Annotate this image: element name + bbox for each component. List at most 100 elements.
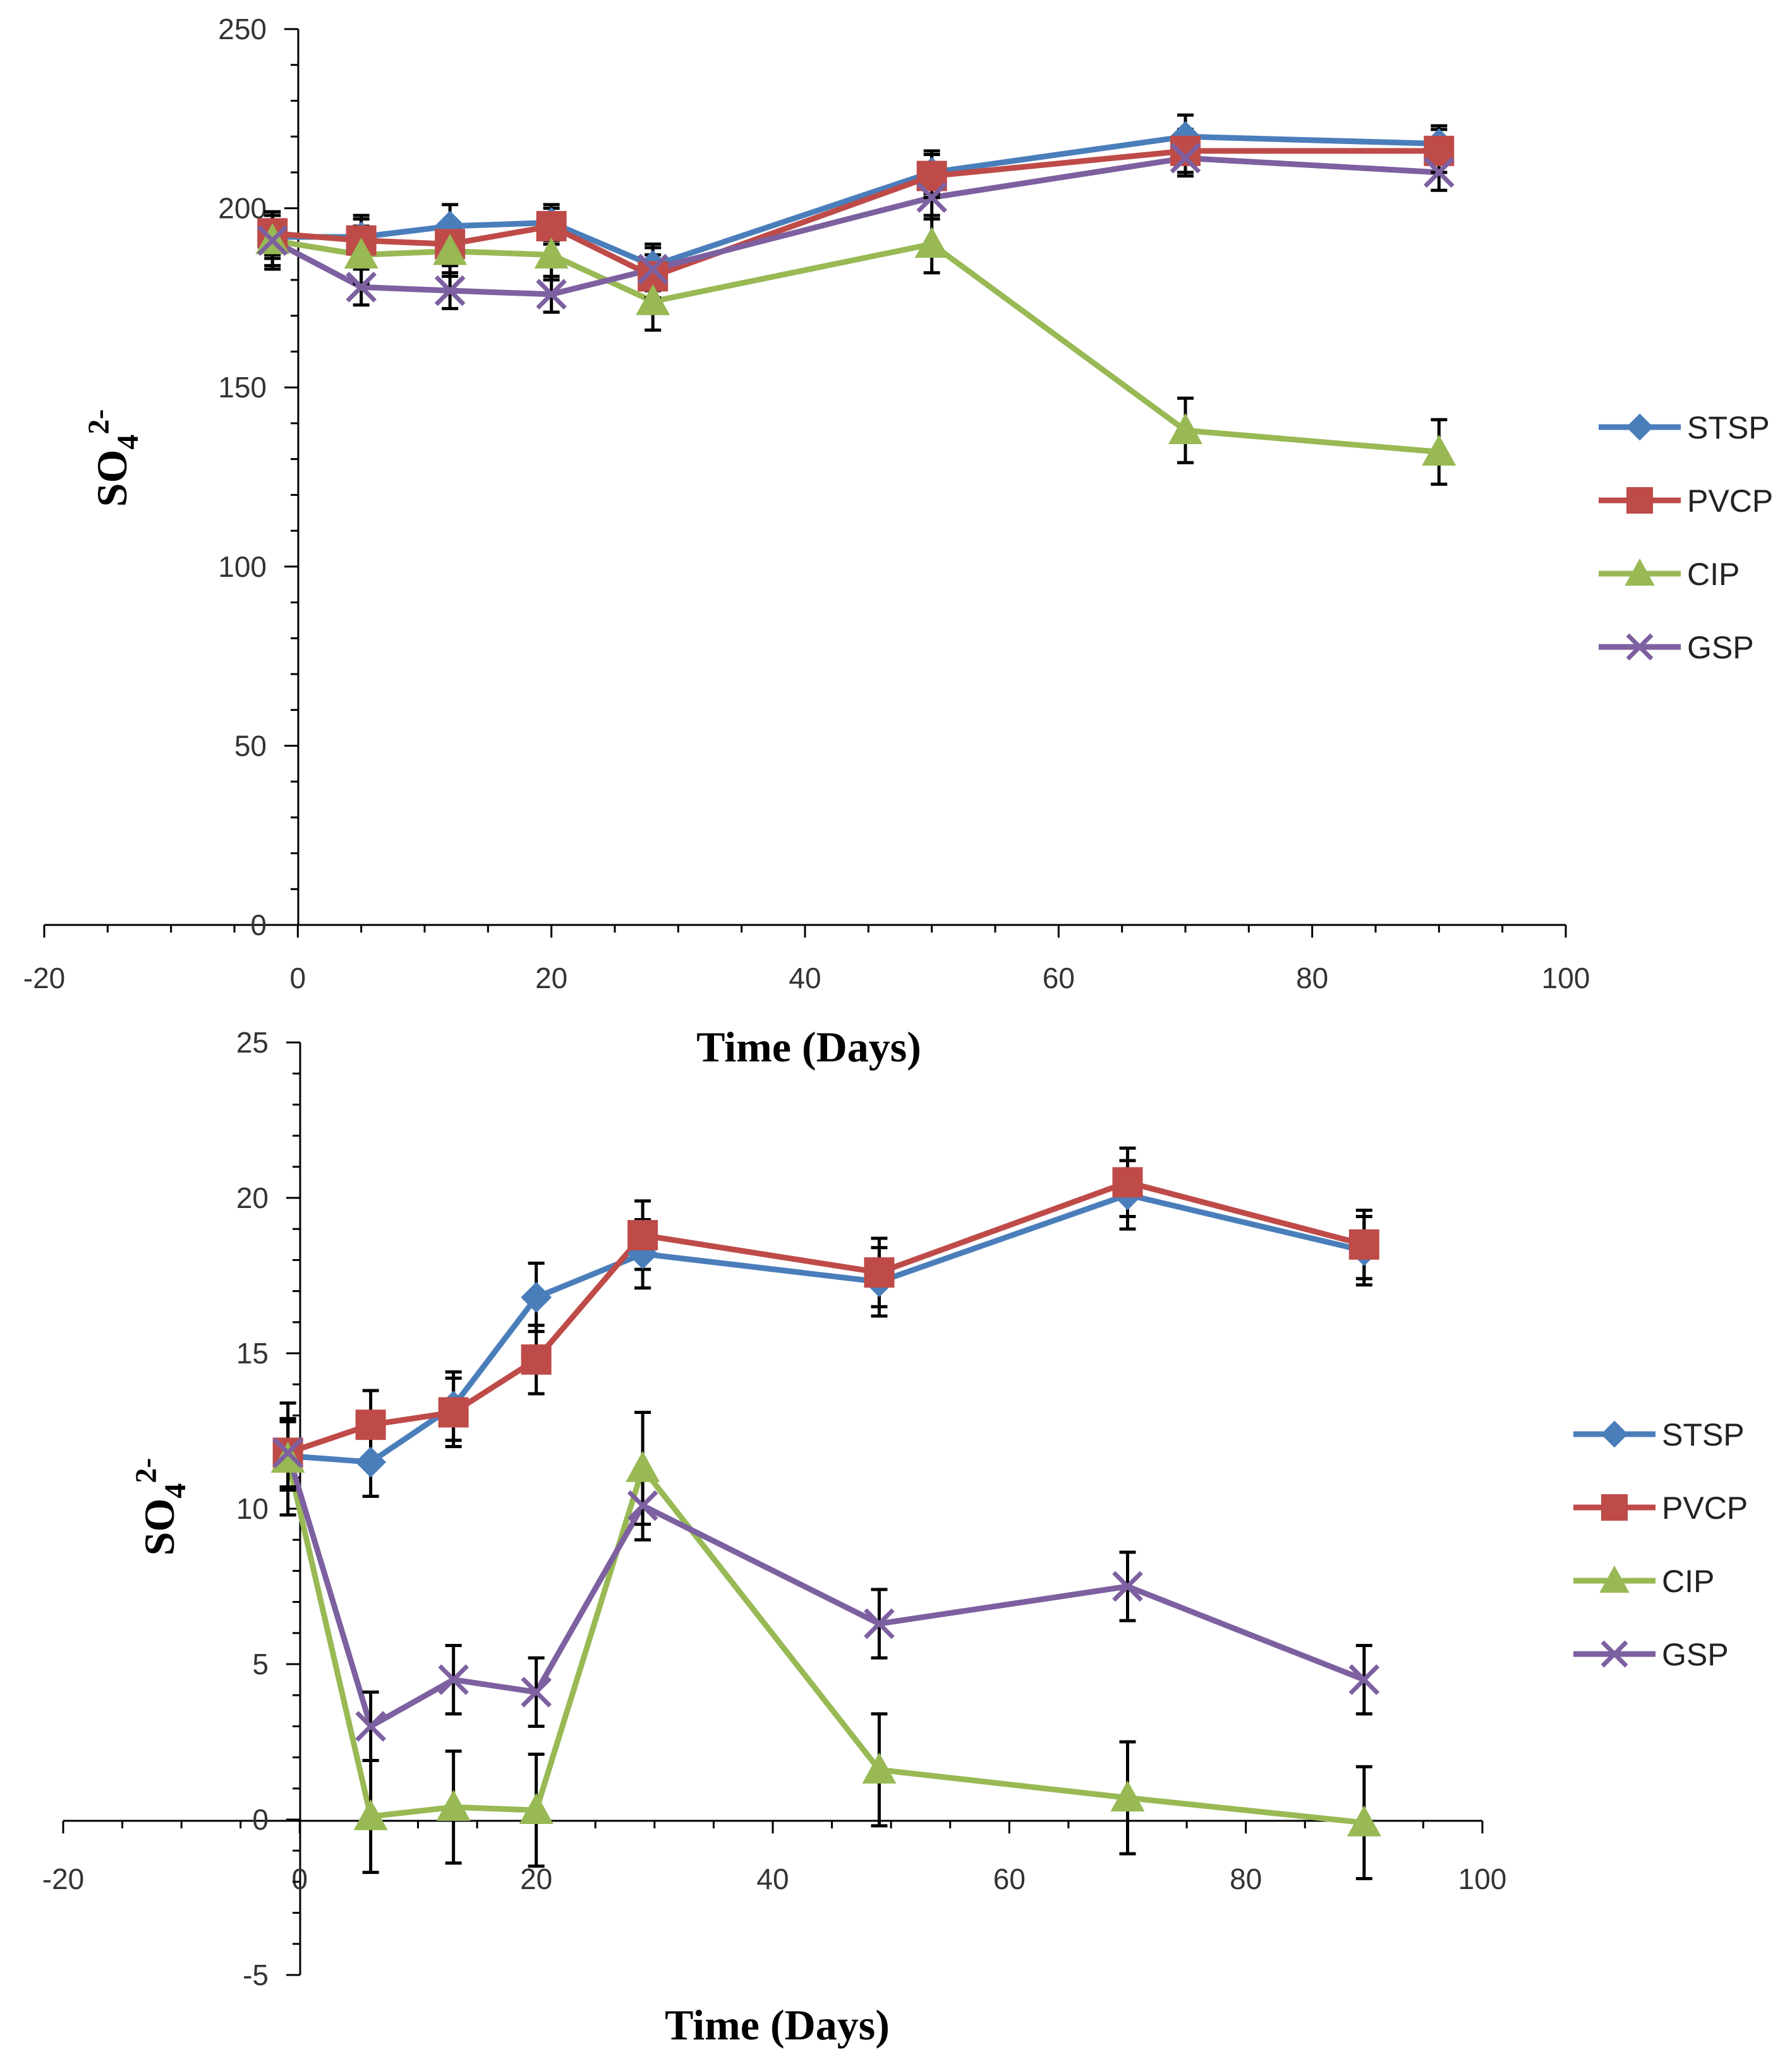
legend-label-gsp-bottom: GSP <box>1662 1637 1729 1672</box>
chart-bottom-sulfate: -20 0 20 40 60 80 100 -5 0 5 10 15 20 25 STSP PVCP CIP GS… <box>42 1026 1748 2049</box>
y-axis-title-bottom: SO42- <box>130 1458 192 1556</box>
data-point-pvcp-bottom <box>438 1397 469 1428</box>
legend-marker-cip-top <box>1625 558 1655 586</box>
data-point-cip-top <box>534 237 569 269</box>
x-tick-label-bottom: 20 <box>520 1863 552 1895</box>
y-axis-title-top: SO42- <box>82 409 145 507</box>
legend-marker-gsp-top <box>1626 633 1654 661</box>
data-point-pvcp-bottom <box>864 1257 895 1288</box>
legend-item-pvcp-bottom: PVCP <box>1573 1490 1748 1526</box>
data-point-cip-bottom <box>1347 1805 1381 1837</box>
plot-area-top: -20 0 20 40 60 80 100050100150200250STSPPVCPCI… <box>23 13 1773 994</box>
y-tick-label-top: 250 <box>218 13 267 45</box>
legend-item-stsp-top: STSP <box>1599 410 1770 445</box>
data-point-gsp-top <box>1170 142 1201 174</box>
y-tick-label-bottom: 15 <box>236 1337 269 1370</box>
y-tick-label-bottom: 10 <box>236 1492 269 1525</box>
data-point-pvcp-bottom <box>521 1344 552 1375</box>
y-tick-label-bottom: 5 <box>252 1648 269 1681</box>
data-point-gsp-top <box>346 272 377 303</box>
x-tick-label-bottom: 40 <box>756 1863 789 1895</box>
data-point-cip-top <box>344 237 378 269</box>
y-tick-label-top: 100 <box>218 550 267 583</box>
legend-marker-gsp-bottom <box>1601 1640 1628 1668</box>
data-point-gsp-bottom <box>1348 1664 1380 1695</box>
data-point-cip-bottom <box>626 1451 660 1482</box>
data-point-pvcp-top <box>536 210 567 241</box>
data-point-cip-top <box>1168 413 1202 444</box>
series-line-stsp-bottom <box>288 1192 1365 1465</box>
y-tick-label-bottom: 0 <box>252 1803 269 1836</box>
x-tick-label-top: 0 <box>290 962 306 994</box>
data-point-gsp-bottom <box>355 1711 386 1742</box>
data-point-pvcp-bottom <box>1112 1167 1143 1198</box>
data-point-stsp-bottom <box>521 1282 552 1313</box>
data-point-gsp-top <box>916 182 947 213</box>
x-tick-label-bottom: -20 <box>42 1863 84 1895</box>
data-point-cip-top <box>433 234 468 265</box>
x-tick-label-top: 60 <box>1043 962 1075 994</box>
legend-item-cip-bottom: CIP <box>1573 1564 1714 1599</box>
x-tick-label-bottom: 60 <box>993 1863 1026 1895</box>
x-tick-label-top: 80 <box>1296 962 1328 994</box>
legend-item-gsp-bottom: GSP <box>1573 1637 1729 1672</box>
x-tick-label-bottom: 0 <box>292 1863 308 1895</box>
legend-label-pvcp-bottom: PVCP <box>1662 1490 1748 1526</box>
x-tick-label-bottom: 100 <box>1458 1863 1507 1895</box>
legend-item-pvcp-top: PVCP <box>1599 483 1773 519</box>
data-point-cip-top <box>914 226 949 258</box>
data-point-gsp-top <box>536 279 567 310</box>
data-point-gsp-bottom <box>1112 1571 1143 1602</box>
plot-area-bottom: -20 0 20 40 60 80 100 -5 0 5 10 15 20 25 STSP PVCP CIP GS… <box>42 1026 1748 1991</box>
series-line-gsp-top <box>271 155 1439 298</box>
data-point-cip-bottom <box>519 1792 554 1824</box>
data-point-gsp-top <box>1424 157 1455 188</box>
legend-marker-cip-bottom <box>1599 1565 1630 1593</box>
legend-marker-stsp-top <box>1626 413 1654 441</box>
data-point-stsp-bottom <box>355 1446 387 1478</box>
legend-label-cip-bottom: CIP <box>1662 1564 1714 1599</box>
data-point-cip-bottom <box>436 1789 471 1821</box>
series-line-gsp-bottom <box>285 1452 1365 1729</box>
data-point-pvcp-bottom <box>1348 1229 1379 1260</box>
x-tick-label-top: -20 <box>23 962 65 994</box>
x-tick-label-top: 20 <box>535 962 567 994</box>
data-point-gsp-bottom <box>438 1664 469 1695</box>
data-point-gsp-top <box>434 275 466 306</box>
legend-label-pvcp-top: PVCP <box>1687 483 1773 519</box>
data-point-cip-top <box>1422 434 1456 466</box>
y-tick-label-top: 0 <box>250 909 267 941</box>
x-tick-label-top: 40 <box>789 962 821 994</box>
data-point-gsp-top <box>257 225 288 256</box>
series-line-cip-bottom <box>285 1458 1365 1826</box>
legend-marker-stsp-bottom <box>1601 1420 1628 1448</box>
data-point-gsp-bottom <box>864 1608 895 1639</box>
legend-item-gsp-top: GSP <box>1599 630 1754 665</box>
legend-label-cip-top: CIP <box>1687 557 1740 592</box>
x-axis-title-top: Time (Days) <box>696 1023 921 1071</box>
legend-label-stsp-top: STSP <box>1687 410 1770 445</box>
data-point-cip-top <box>636 284 670 315</box>
legend-item-stsp-bottom: STSP <box>1573 1417 1745 1452</box>
data-point-pvcp-bottom <box>355 1410 386 1440</box>
data-point-gsp-bottom <box>272 1437 303 1468</box>
data-point-cip-bottom <box>270 1441 305 1473</box>
chart-top-sulfate: -20 0 20 40 60 80 100050100150200250STSPPVCPCI… <box>23 13 1773 1071</box>
data-point-gsp-top <box>637 253 669 285</box>
legend-item-cip-top: CIP <box>1599 557 1740 592</box>
legend-label-stsp-bottom: STSP <box>1662 1417 1745 1452</box>
data-point-cip-bottom <box>1110 1780 1145 1812</box>
y-tick-label-bottom: 20 <box>236 1181 269 1214</box>
data-point-cip-bottom <box>862 1752 897 1784</box>
data-point-cip-bottom <box>353 1799 388 1830</box>
x-tick-label-bottom: 80 <box>1230 1863 1262 1895</box>
data-point-pvcp-bottom <box>627 1220 658 1251</box>
data-point-gsp-bottom <box>627 1490 658 1521</box>
x-tick-label-top: 100 <box>1542 962 1590 994</box>
legend-marker-pvcp-top <box>1626 487 1653 514</box>
legend-label-gsp-top: GSP <box>1687 630 1754 665</box>
y-tick-label-top: 150 <box>218 371 267 404</box>
y-tick-label-bottom: -5 <box>243 1959 269 1991</box>
data-point-gsp-bottom <box>521 1676 552 1708</box>
